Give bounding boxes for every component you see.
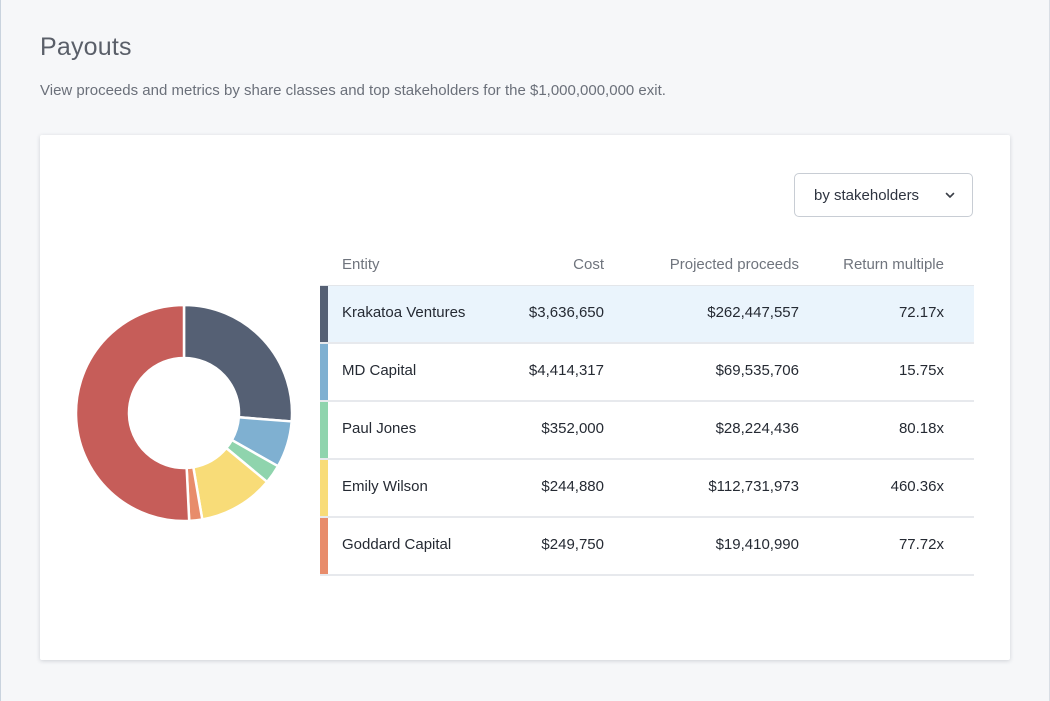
cell-entity: Goddard Capital [342, 536, 452, 553]
cell-cost: $3,636,650 [528, 304, 604, 321]
table-row[interactable]: Goddard Capital $249,750 $19,410,990 77.72x [320, 518, 974, 576]
page-title: Payouts [40, 33, 132, 61]
cell-projected-proceeds: $28,224,436 [715, 420, 799, 437]
cell-projected-proceeds: $69,535,706 [715, 362, 799, 379]
cell-cost: $244,880 [541, 478, 604, 495]
cell-cost: $4,414,317 [528, 362, 604, 379]
cell-projected-proceeds: $262,447,557 [707, 304, 799, 321]
payouts-card: by stakeholders Entity Cost Projected pr… [40, 135, 1010, 660]
cell-entity: Krakatoa Ventures [342, 304, 466, 321]
table-row[interactable]: Paul Jones $352,000 $28,224,436 80.18x [320, 402, 974, 460]
row-color-swatch [320, 344, 328, 400]
col-header-entity[interactable]: Entity [342, 256, 380, 273]
row-color-swatch [320, 518, 328, 574]
cell-return-multiple: 460.36x [890, 478, 944, 495]
donut-slice-0[interactable] [182, 304, 293, 423]
table-row[interactable]: Krakatoa Ventures $3,636,650 $262,447,557 7… [320, 286, 974, 344]
cell-entity: MD Capital [342, 362, 417, 379]
table-header: Entity Cost Projected proceeds Return mu… [320, 243, 974, 286]
col-header-projected-proceeds[interactable]: Projected proceeds [669, 256, 799, 273]
table-row[interactable]: MD Capital $4,414,317 $69,535,706 15.75x [320, 344, 974, 402]
cell-entity: Emily Wilson [342, 478, 428, 495]
cell-projected-proceeds: $19,410,990 [715, 536, 799, 553]
cell-return-multiple: 15.75x [898, 362, 944, 379]
row-color-swatch [320, 286, 328, 342]
view-by-select-value: by stakeholders [814, 186, 920, 204]
page-subtitle: View proceeds and metrics by share class… [40, 82, 666, 99]
proceeds-donut-chart [75, 304, 293, 522]
cell-return-multiple: 77.72x [898, 536, 944, 553]
cell-entity: Paul Jones [342, 420, 417, 437]
stakeholders-table: Entity Cost Projected proceeds Return mu… [320, 243, 974, 576]
col-header-cost[interactable]: Cost [573, 256, 604, 273]
row-color-swatch [320, 460, 328, 516]
col-header-return-multiple[interactable]: Return multiple [843, 256, 944, 273]
view-by-select[interactable]: by stakeholders [794, 173, 973, 217]
window-left-edge [0, 0, 1, 701]
cell-return-multiple: 80.18x [898, 420, 944, 437]
donut-slice-5[interactable] [75, 304, 191, 522]
row-color-swatch [320, 402, 328, 458]
cell-projected-proceeds: $112,731,973 [708, 478, 799, 495]
cell-cost: $352,000 [541, 420, 604, 437]
chevron-down-icon [945, 192, 955, 198]
table-row[interactable]: Emily Wilson $244,880 $112,731,973 460.36x [320, 460, 974, 518]
cell-cost: $249,750 [541, 536, 604, 553]
cell-return-multiple: 72.17x [898, 304, 944, 321]
